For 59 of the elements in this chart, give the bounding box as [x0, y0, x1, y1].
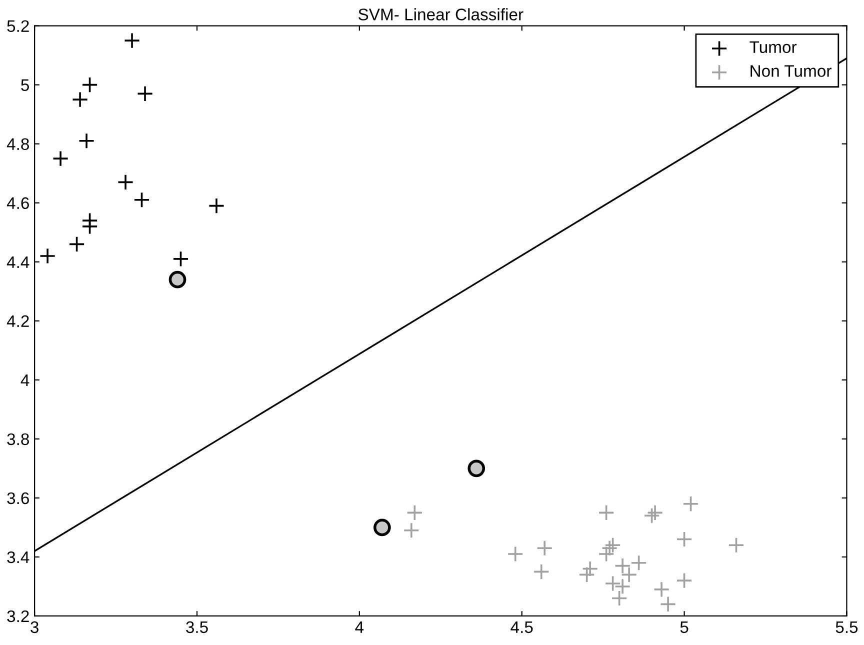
x-tick-label: 3.5	[186, 621, 208, 634]
y-tick-label: 3.4	[7, 551, 30, 564]
y-tick-label: 4.8	[6, 138, 29, 150]
y-tick-label: 3.2	[7, 610, 29, 622]
point	[611, 590, 628, 606]
point	[630, 554, 647, 572]
point	[646, 504, 664, 521]
point	[660, 596, 676, 612]
point	[598, 504, 615, 521]
point	[68, 236, 85, 252]
y-tick-label: 4	[20, 374, 30, 386]
point	[134, 192, 150, 208]
point	[136, 85, 154, 102]
point	[208, 198, 225, 214]
point	[168, 270, 186, 288]
point	[403, 522, 420, 539]
x-tick-label: 3	[30, 621, 38, 634]
point	[172, 250, 189, 268]
point	[82, 218, 98, 235]
legend-label: Tumor	[750, 41, 797, 54]
point	[39, 248, 56, 264]
y-tick-label: 4.6	[6, 197, 29, 210]
x-tick-label: 4	[355, 621, 364, 633]
point	[653, 581, 670, 598]
point	[468, 460, 486, 478]
point	[582, 560, 598, 577]
point	[406, 504, 423, 521]
y-tick-label: 4.2	[6, 315, 29, 327]
point	[52, 150, 69, 167]
point	[614, 558, 631, 574]
point	[117, 174, 134, 190]
point	[373, 518, 391, 536]
legend-label: Non Tumor	[750, 65, 832, 77]
y-tick-label: 3.8	[7, 433, 29, 446]
point	[78, 132, 95, 150]
x-tick-label: 5	[680, 621, 688, 634]
point	[72, 91, 88, 108]
point	[533, 564, 550, 580]
point	[620, 566, 638, 583]
y-tick-label: 5.2	[7, 20, 29, 32]
point	[536, 540, 553, 556]
point	[682, 496, 699, 512]
point	[507, 546, 524, 562]
point	[604, 575, 622, 592]
y-tick-label: 5	[21, 79, 29, 92]
point	[614, 578, 631, 595]
point	[601, 540, 618, 556]
point	[676, 531, 692, 548]
point	[82, 76, 98, 94]
point	[676, 572, 692, 589]
x-tick-label: 5.5	[836, 621, 858, 634]
point	[578, 566, 596, 583]
y-tick-label: 3.6	[7, 492, 29, 504]
point	[124, 32, 140, 49]
point	[644, 507, 660, 524]
point	[728, 536, 744, 554]
y-tick-label: 4.4	[6, 256, 30, 268]
chart-title: SVM- Linear Classifier	[358, 8, 524, 20]
x-tick-label: 4.5	[510, 621, 533, 634]
